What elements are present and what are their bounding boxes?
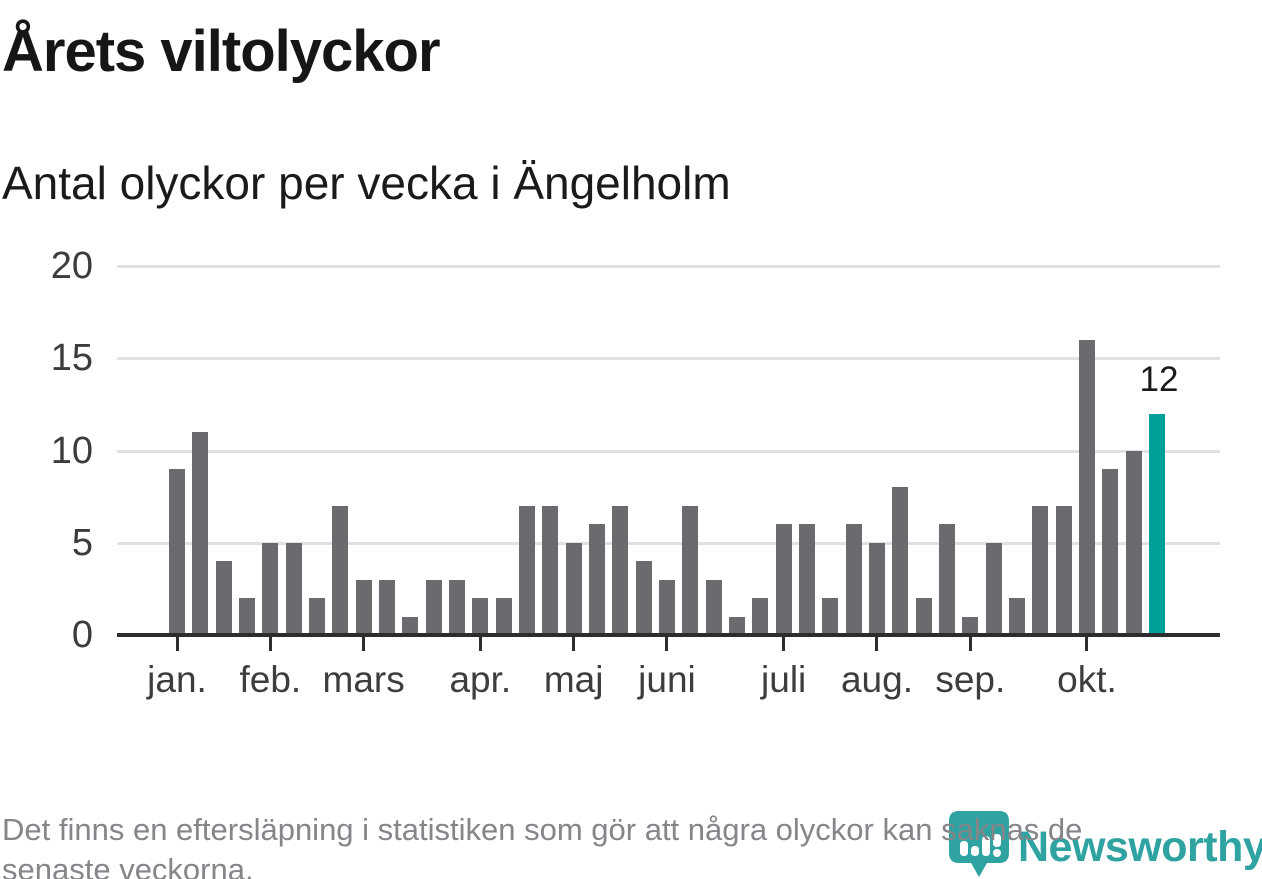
newsworthy-logo-icon (949, 811, 1009, 877)
x-axis-label-juni: juni (638, 659, 696, 700)
footer-note: Det finns en eftersläpning i statistiken… (2, 810, 1082, 879)
y-axis-label-10: 10 (50, 429, 93, 472)
bar-week-34 (938, 524, 955, 635)
x-axis-label-aug: aug. (840, 659, 913, 700)
bar-week-2 (192, 432, 209, 635)
bar-week-32 (892, 487, 909, 635)
bar-week-30 (845, 524, 862, 635)
bar-week-17 (542, 505, 559, 635)
bar-week-23 (682, 505, 699, 635)
bar-week-38 (1032, 505, 1049, 635)
x-tick-feb (268, 637, 272, 651)
bar-week-21 (635, 561, 652, 635)
chart-subtitle: Antal olyckor per vecka i Ängelholm (2, 157, 731, 209)
x-axis-line (117, 633, 1220, 637)
highlight-value-label: 12 (1139, 359, 1179, 399)
bar-week-5 (262, 542, 279, 635)
bar-week-10 (378, 579, 395, 635)
x-axis-label-maj: maj (543, 659, 604, 700)
gridline-10 (117, 449, 1220, 453)
bar-week-4 (238, 598, 255, 635)
bar-week-41 (1102, 468, 1119, 635)
x-axis-label-jan: jan. (147, 659, 207, 700)
y-axis-label-5: 5 (71, 521, 93, 564)
bar-week-14 (472, 598, 489, 635)
gridline-15 (117, 357, 1220, 361)
bar-week-31 (868, 542, 885, 635)
bar-week-39 (1055, 505, 1072, 635)
bar-week-16 (518, 505, 535, 635)
bar-week-29 (822, 598, 839, 635)
footer-note-line1: Det finns en eftersläpning i statistiken… (2, 812, 1083, 847)
bar-week-40 (1078, 339, 1095, 635)
bar-week-36 (985, 542, 1002, 635)
footer-note-line2: senaste veckorna. (2, 852, 254, 879)
bar-week-43 (1148, 413, 1165, 635)
newsworthy-logo-text: Newsworthy (1018, 823, 1262, 871)
x-axis-label-feb: feb. (239, 659, 302, 700)
bar-week-24 (705, 579, 722, 635)
x-tick-juli (782, 637, 786, 651)
gridline-20 (117, 265, 1220, 268)
bar-week-27 (775, 524, 792, 635)
x-tick-juni (665, 637, 669, 651)
bar-week-28 (798, 524, 815, 635)
bar-week-33 (915, 598, 932, 635)
page-title: Årets viltolyckor (2, 19, 441, 84)
bar-week-6 (285, 542, 302, 635)
bar-week-42 (1125, 450, 1142, 635)
x-tick-sep (968, 637, 972, 651)
bar-week-19 (588, 524, 605, 635)
x-tick-jan (175, 637, 179, 651)
x-axis-label-juli: juli (761, 659, 807, 700)
x-tick-apr (478, 637, 482, 651)
y-axis-label-20: 20 (50, 245, 93, 287)
x-tick-aug (875, 637, 879, 651)
bar-week-26 (752, 598, 769, 635)
bar-week-25 (728, 616, 745, 635)
bar-week-37 (1008, 598, 1025, 635)
y-axis-label-15: 15 (50, 337, 93, 380)
x-axis-label-sep: sep. (935, 659, 1006, 700)
bar-week-9 (355, 579, 372, 635)
bar-week-7 (308, 598, 325, 635)
x-axis-label-mars: mars (322, 659, 405, 700)
bar-week-1 (169, 468, 185, 635)
x-tick-mars (362, 637, 366, 651)
x-tick-maj (572, 637, 576, 651)
y-axis-label-0: 0 (71, 614, 93, 656)
bar-week-8 (332, 505, 349, 635)
bar-week-11 (402, 616, 419, 635)
bar-week-35 (962, 616, 979, 635)
x-axis-label-okt: okt. (1057, 659, 1117, 700)
bar-week-22 (658, 579, 675, 635)
bar-week-18 (565, 542, 582, 635)
bar-week-12 (425, 579, 442, 635)
bar-week-13 (448, 579, 465, 635)
bar-week-3 (215, 561, 232, 635)
x-tick-okt (1085, 637, 1089, 651)
bar-week-15 (495, 598, 512, 635)
gridline-5 (117, 541, 1220, 545)
bar-week-20 (612, 505, 629, 635)
x-axis-label-apr: apr. (449, 659, 512, 700)
